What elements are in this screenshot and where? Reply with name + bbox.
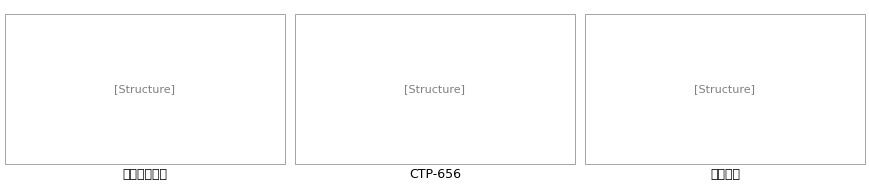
- Bar: [584, 14, 864, 164]
- Text: CTP-656: CTP-656: [408, 167, 461, 180]
- Bar: [295, 14, 574, 164]
- Text: 氘代丁苯那屺: 氘代丁苯那屺: [123, 167, 168, 180]
- Text: [Structure]: [Structure]: [115, 84, 176, 94]
- Text: [Structure]: [Structure]: [404, 84, 465, 94]
- Bar: [5, 14, 285, 164]
- Text: 多纳非屺: 多纳非屺: [709, 167, 740, 180]
- Text: [Structure]: [Structure]: [693, 84, 754, 94]
